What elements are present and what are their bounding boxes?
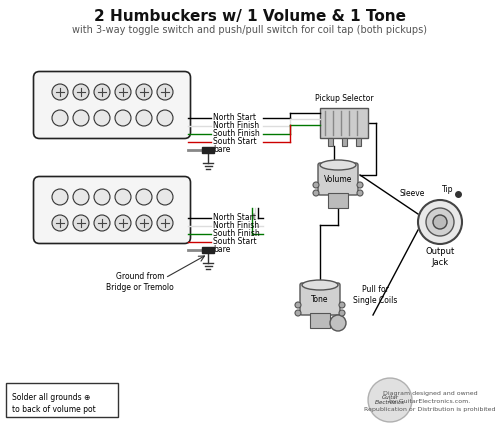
Text: Sleeve: Sleeve [400, 190, 424, 198]
Text: bare: bare [213, 146, 230, 154]
Circle shape [94, 215, 110, 231]
FancyBboxPatch shape [318, 163, 358, 195]
Text: Output
Jack: Output Jack [426, 247, 454, 266]
Circle shape [52, 110, 68, 126]
Text: Diagram designed and owned: Diagram designed and owned [382, 390, 478, 396]
FancyBboxPatch shape [320, 108, 368, 138]
Circle shape [52, 189, 68, 205]
Text: bare: bare [213, 245, 230, 255]
Text: with 3-way toggle switch and push/pull switch for coil tap (both pickups): with 3-way toggle switch and push/pull s… [72, 25, 428, 35]
FancyBboxPatch shape [328, 193, 348, 208]
Text: 2 Humbuckers w/ 1 Volume & 1 Tone: 2 Humbuckers w/ 1 Volume & 1 Tone [94, 8, 406, 24]
Circle shape [313, 190, 319, 196]
Bar [342, 138, 347, 146]
Circle shape [330, 315, 346, 331]
Circle shape [426, 208, 454, 236]
Ellipse shape [302, 280, 338, 290]
Circle shape [136, 215, 152, 231]
Circle shape [339, 302, 345, 308]
Circle shape [157, 110, 173, 126]
Circle shape [136, 110, 152, 126]
Circle shape [115, 84, 131, 100]
Circle shape [157, 189, 173, 205]
Circle shape [73, 215, 89, 231]
Circle shape [73, 110, 89, 126]
Circle shape [418, 200, 462, 244]
Circle shape [339, 310, 345, 316]
Circle shape [115, 110, 131, 126]
Bar [202, 247, 214, 253]
Text: North Start: North Start [213, 214, 256, 222]
Bar [356, 138, 361, 146]
Circle shape [357, 182, 363, 188]
Circle shape [433, 215, 447, 229]
Text: Pickup Selector: Pickup Selector [314, 94, 374, 103]
Circle shape [295, 302, 301, 308]
FancyBboxPatch shape [6, 383, 118, 417]
Text: by GuitarElectronics.com.: by GuitarElectronics.com. [390, 398, 470, 404]
Circle shape [368, 378, 412, 422]
Circle shape [94, 189, 110, 205]
Circle shape [313, 182, 319, 188]
Text: Solder all grounds ⊕
to back of volume pot: Solder all grounds ⊕ to back of volume p… [12, 393, 96, 415]
Circle shape [136, 84, 152, 100]
Text: North Finish: North Finish [213, 121, 259, 131]
Circle shape [73, 189, 89, 205]
Circle shape [157, 215, 173, 231]
FancyBboxPatch shape [310, 313, 330, 328]
Text: Tip: Tip [442, 186, 454, 195]
FancyBboxPatch shape [34, 71, 190, 138]
Text: Volume: Volume [324, 176, 352, 184]
Text: South Start: South Start [213, 237, 256, 247]
Text: Republication or Distribution is prohibited: Republication or Distribution is prohibi… [364, 407, 496, 412]
FancyBboxPatch shape [34, 176, 190, 244]
Circle shape [94, 110, 110, 126]
Circle shape [115, 189, 131, 205]
FancyBboxPatch shape [300, 283, 340, 315]
Text: North Start: North Start [213, 113, 256, 123]
Text: South Finish: South Finish [213, 230, 260, 239]
Circle shape [73, 84, 89, 100]
Text: Tone: Tone [311, 296, 329, 305]
Circle shape [157, 84, 173, 100]
Circle shape [295, 310, 301, 316]
Text: North Finish: North Finish [213, 222, 259, 231]
Text: Guitar
Electronics: Guitar Electronics [375, 395, 405, 405]
Bar [202, 147, 214, 153]
Text: South Finish: South Finish [213, 129, 260, 138]
Ellipse shape [320, 160, 356, 170]
Text: Ground from
Bridge or Tremolo: Ground from Bridge or Tremolo [106, 272, 174, 292]
Circle shape [357, 190, 363, 196]
Circle shape [136, 189, 152, 205]
Text: South Start: South Start [213, 137, 256, 146]
Bar [328, 138, 333, 146]
Circle shape [115, 215, 131, 231]
Text: Pull for
Single Coils: Pull for Single Coils [353, 285, 397, 305]
Circle shape [52, 215, 68, 231]
Circle shape [52, 84, 68, 100]
Circle shape [94, 84, 110, 100]
